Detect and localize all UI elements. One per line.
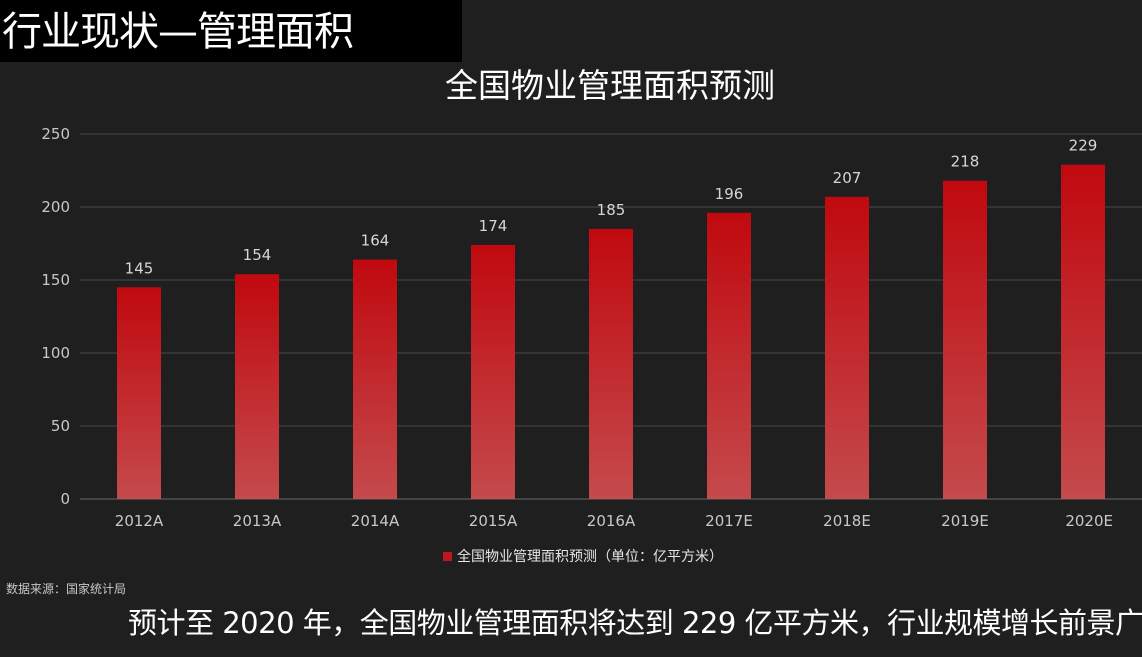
bar [235, 274, 279, 499]
x-axis-ticks: 2012A 2013A 2014A 2015A 2016A 2017E 2018E 2019E… [115, 512, 1113, 530]
bar [825, 196, 869, 499]
x-tick-label: 2020E [1065, 512, 1113, 530]
chart-title: 全国物业管理面积预测 [445, 66, 775, 105]
y-tick-label: 200 [41, 198, 70, 216]
x-tick-label: 2014A [351, 512, 400, 530]
data-label: 145 [125, 259, 154, 277]
x-tick-label: 2012A [115, 512, 164, 530]
data-label: 218 [951, 153, 980, 171]
data-label: 154 [243, 246, 272, 264]
x-tick-label: 2016A [587, 512, 636, 530]
data-label: 164 [361, 232, 390, 250]
data-label: 185 [597, 201, 626, 219]
data-label: 196 [715, 185, 744, 203]
data-label: 229 [1069, 137, 1098, 155]
page-title: 行业现状—管理面积 [2, 9, 354, 55]
x-tick-label: 2018E [823, 512, 871, 530]
header-band [0, 0, 462, 62]
x-tick-label: 2015A [469, 512, 518, 530]
y-tick-label: 50 [51, 417, 70, 435]
legend: 全国物业管理面积预测（单位：亿平方米） [443, 545, 723, 567]
source-note: 数据来源：国家统计局 [6, 582, 127, 596]
data-labels: 145 154 164 174 185 196 207 218 229 [125, 137, 1098, 278]
legend-swatch [443, 551, 452, 561]
y-tick-label: 150 [41, 271, 70, 289]
data-label: 174 [479, 217, 508, 235]
y-tick-label: 0 [60, 490, 70, 508]
bar [707, 212, 751, 499]
x-tick-label: 2019E [941, 512, 989, 530]
bar [471, 244, 515, 499]
bar [353, 259, 397, 499]
bar [1061, 164, 1105, 499]
x-tick-label: 2017E [705, 512, 753, 530]
y-tick-label: 100 [41, 344, 70, 362]
x-tick-label: 2013A [233, 512, 282, 530]
bar [117, 287, 161, 499]
bar [943, 180, 987, 499]
bar [589, 228, 633, 499]
conclusion-text: 预计至 2020 年，全国物业管理面积将达到 229 亿平方米，行业规模增长前景… [128, 606, 1142, 640]
legend-label: 全国物业管理面积预测（单位：亿平方米） [457, 549, 723, 565]
y-axis-ticks: 0 50 100 150 200 250 [41, 125, 70, 508]
y-tick-label: 250 [41, 125, 70, 143]
data-label: 207 [833, 169, 862, 187]
bars [117, 164, 1105, 499]
